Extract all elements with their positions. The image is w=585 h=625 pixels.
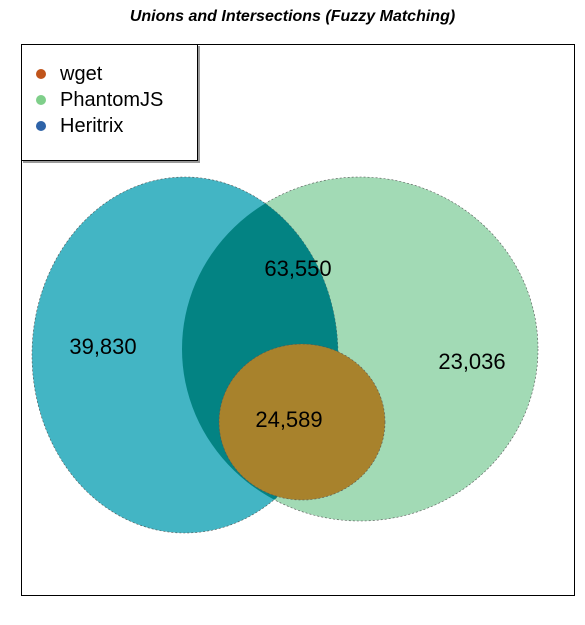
count-heritrix-only: 39,830 (69, 334, 137, 359)
count-phantomjs-only: 23,036 (438, 349, 506, 374)
legend: wget PhantomJS Heritrix (21, 44, 198, 161)
chart-title: Unions and Intersections (Fuzzy Matching… (129, 8, 456, 25)
wget-set (218, 343, 386, 501)
count-all-three: 24,589 (255, 407, 323, 432)
legend-item-wget: wget (36, 62, 102, 86)
legend-label: PhantomJS (60, 88, 164, 111)
legend-label: wget (60, 62, 103, 85)
count-heritrix-phantomjs: 63,550 (264, 256, 332, 281)
legend-item-phantomjs: PhantomJS (36, 88, 163, 112)
wget-marker-icon (36, 69, 46, 79)
legend-item-heritrix: Heritrix (36, 114, 123, 138)
phantomjs-marker-icon (36, 95, 46, 105)
heritrix-marker-icon (36, 121, 46, 131)
legend-label: Heritrix (60, 114, 124, 137)
